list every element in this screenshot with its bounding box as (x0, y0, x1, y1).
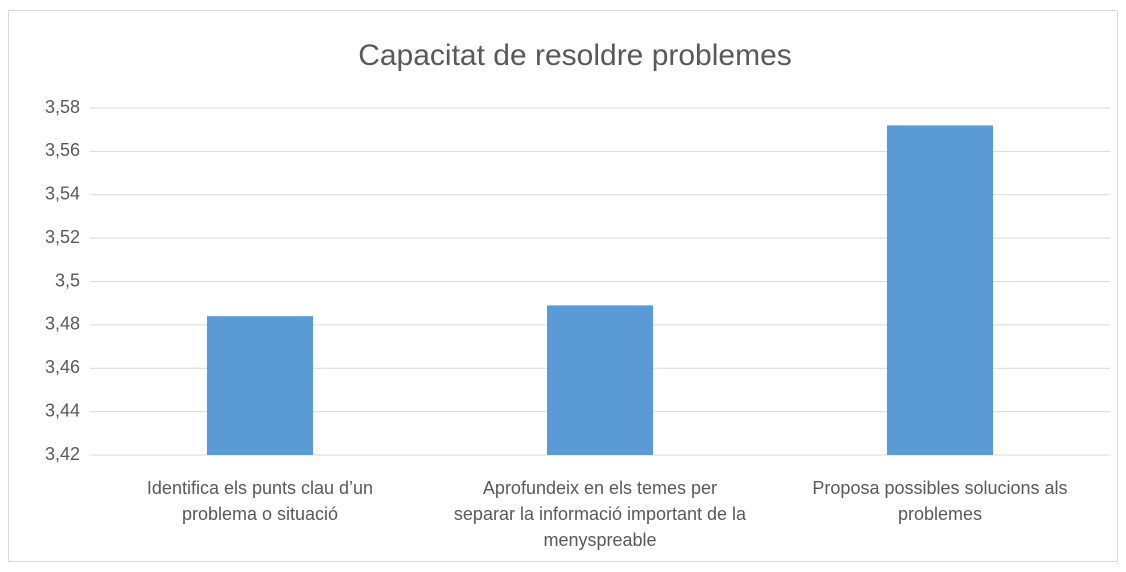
chart-title: Capacitat de resoldre problemes (358, 39, 792, 72)
bar (547, 305, 653, 455)
bar (207, 316, 313, 455)
y-tick-label: 3,46 (45, 357, 80, 377)
y-tick-label: 3,5 (55, 270, 80, 290)
y-tick-label: 3,58 (45, 97, 80, 117)
x-tick-label: Identifica els punts clau d’un problema … (146, 478, 374, 524)
y-tick-label: 3,56 (45, 140, 80, 160)
x-tick-label: Aprofundeix en els temes per separar la … (453, 478, 747, 550)
y-tick-label: 3,54 (45, 184, 80, 204)
x-tick-label: Proposa possibles solucions als probleme… (812, 478, 1068, 524)
bar (887, 125, 993, 455)
y-tick-label: 3,44 (45, 400, 80, 420)
y-tick-label: 3,48 (45, 314, 80, 334)
y-tick-label: 3,52 (45, 227, 80, 247)
chart-frame (8, 10, 1118, 562)
y-tick-label: 3,42 (45, 444, 80, 464)
